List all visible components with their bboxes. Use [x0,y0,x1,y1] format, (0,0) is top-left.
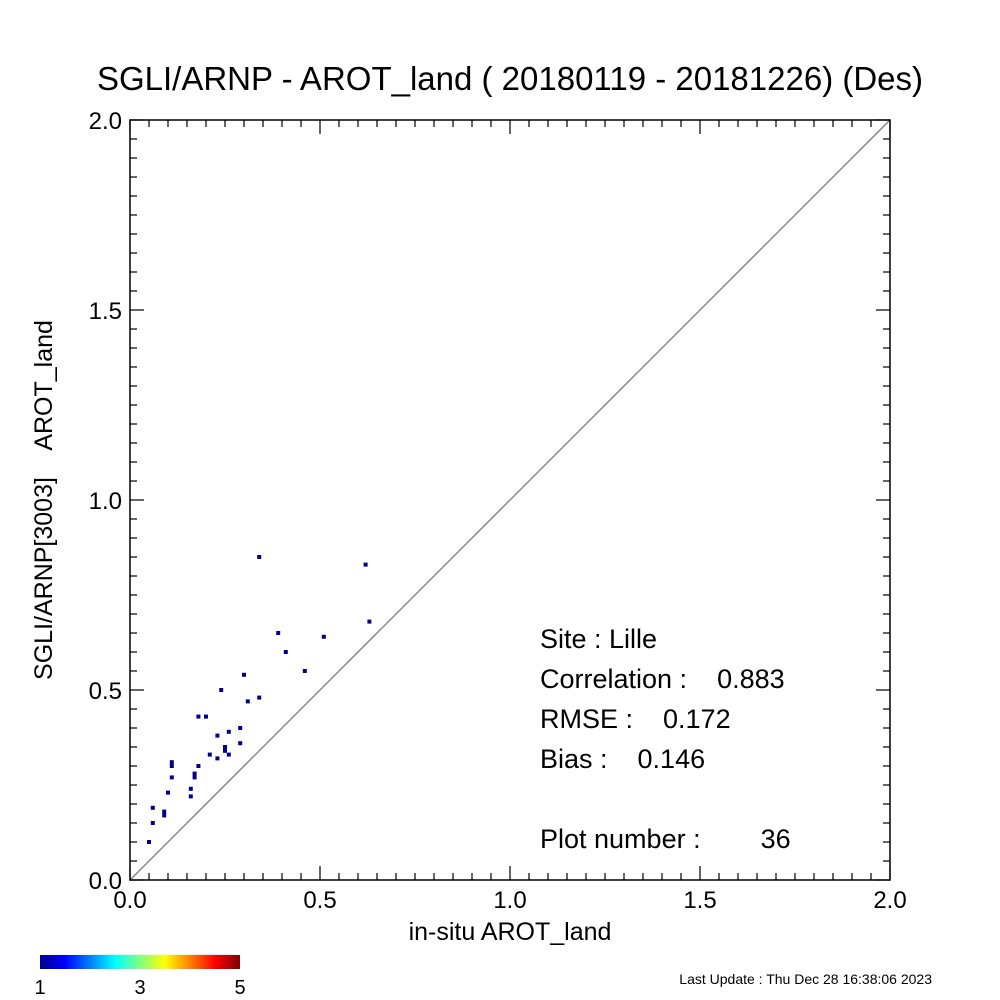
data-point [204,714,208,719]
last-update-text: Last Update : Thu Dec 28 16:38:06 2023 [679,971,932,987]
data-point [302,669,307,673]
data-point [226,752,231,757]
data-point [169,764,174,768]
data-point [276,631,281,635]
data-point [238,726,243,730]
data-point [363,562,368,567]
data-point [196,714,201,719]
data-point [196,764,201,768]
data-point [283,650,288,654]
x-tick-label: 0.5 [303,887,336,914]
data-point [166,790,170,795]
stat-plot-number: Plot number : 36 [540,824,791,854]
data-point [245,699,250,704]
x-tick-label: 0.0 [113,887,146,914]
y-tick-label: 2.0 [89,108,122,135]
data-point [238,741,243,746]
data-point [169,760,174,765]
data-point [162,813,167,818]
stat-bias: Bias : 0.146 [540,744,705,774]
data-point [147,840,151,844]
data-point [226,729,231,734]
chart-title: SGLI/ARNP - AROT_land ( 20180119 - 20181… [97,60,923,97]
data-point [367,619,372,624]
y-axis-label: SGLI/ARNP[3003] AROT_land [30,320,58,680]
y-tick-label: 1.0 [89,488,122,515]
axis-ticks [129,119,891,881]
data-point [223,745,227,749]
data-point [207,752,212,757]
data-point [162,809,167,814]
colorbar [40,955,240,969]
one-to-one-reference-line [129,119,891,881]
y-tick-label: 1.5 [89,298,122,325]
data-point [257,555,262,559]
data-point [257,695,262,700]
data-points [147,555,372,844]
x-tick-label: 1.0 [493,887,526,914]
colorbar-tick-label: 3 [134,977,145,999]
data-point [223,748,227,753]
x-axis-label: in-situ AROT_land [409,918,612,946]
stat-rmse: RMSE : 0.172 [540,704,731,734]
y-tick-label: 0.5 [89,678,122,705]
colorbar-tick-label: 1 [34,977,45,999]
plot-frame [129,119,891,881]
data-point [150,805,155,810]
x-tick-label: 1.5 [683,887,716,914]
data-point [215,733,220,738]
data-point [242,672,246,677]
data-point [219,688,224,692]
data-point [215,756,220,761]
data-point [188,786,193,791]
stat-correlation: Correlation : 0.883 [540,664,785,694]
data-point [169,775,174,780]
x-tick-label: 2.0 [873,887,906,914]
data-point [192,771,197,776]
data-point [150,821,155,825]
y-tick-label: 0.0 [89,868,122,895]
data-point [321,634,326,639]
data-point [192,775,197,780]
stat-site: Site : Lille [540,624,657,654]
data-point [188,794,193,799]
colorbar-tick-label: 5 [234,977,245,999]
